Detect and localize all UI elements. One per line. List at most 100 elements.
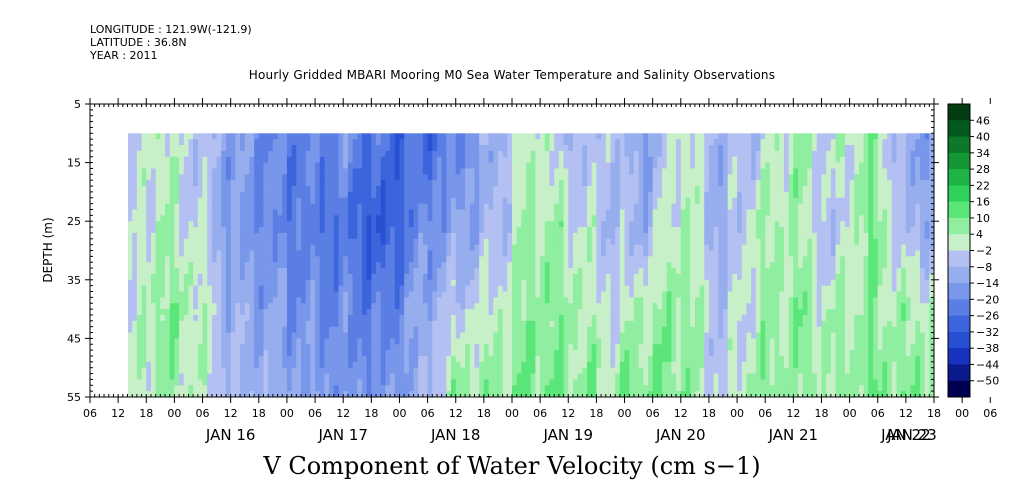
heatmap-cell	[272, 168, 279, 175]
heatmap-cell	[479, 186, 485, 193]
heatmap-cell	[286, 291, 293, 298]
heatmap-cell	[572, 250, 579, 257]
heatmap-cell	[235, 209, 241, 216]
heatmap-cell	[333, 309, 340, 316]
heatmap-cell	[244, 244, 251, 252]
heatmap-cell	[324, 262, 330, 269]
heatmap-cell	[596, 244, 602, 252]
heatmap-cell	[286, 379, 293, 386]
heatmap-cell	[446, 332, 452, 339]
heatmap-cell	[286, 238, 293, 246]
heatmap-cell	[319, 355, 326, 363]
heatmap-cell	[347, 314, 354, 322]
heatmap-cell	[544, 344, 551, 351]
heatmap-cell	[211, 273, 218, 281]
heatmap-cell	[624, 238, 630, 246]
heatmap-cell	[216, 162, 222, 170]
heatmap-cell	[413, 297, 419, 304]
heatmap-cell	[629, 273, 635, 281]
heatmap-cell	[483, 326, 490, 334]
heatmap-cell	[244, 150, 251, 158]
heatmap-cell	[146, 303, 152, 310]
heatmap-cell	[488, 133, 494, 140]
heatmap-cell	[160, 309, 166, 316]
heatmap-cell	[319, 180, 326, 187]
heatmap-cell	[254, 338, 260, 345]
heatmap-cell	[188, 379, 194, 386]
heatmap-cell	[202, 145, 208, 152]
heatmap-cell	[301, 355, 307, 363]
heatmap-cell	[347, 291, 354, 298]
heatmap-cell	[469, 227, 476, 234]
heatmap-cell	[544, 309, 551, 316]
heatmap-cell	[493, 197, 499, 205]
heatmap-cell	[230, 256, 236, 263]
heatmap-cell	[258, 309, 265, 316]
heatmap-cell	[305, 145, 311, 152]
heatmap-cell	[277, 215, 283, 222]
heatmap-cell	[451, 285, 457, 293]
heatmap-cell	[436, 273, 443, 281]
heatmap-cell	[479, 215, 485, 222]
heatmap-cell	[277, 320, 283, 328]
heatmap-cell	[577, 203, 583, 211]
heatmap-cell	[483, 162, 490, 170]
heatmap-cell	[272, 379, 279, 386]
heatmap-cell	[296, 256, 302, 263]
heatmap-cell	[483, 232, 490, 240]
heatmap-cell	[558, 133, 565, 140]
heatmap-cell	[211, 186, 218, 193]
heatmap-cell	[333, 186, 340, 193]
heatmap-cell	[366, 344, 372, 351]
heatmap-cell	[572, 391, 579, 397]
heatmap-cell	[497, 156, 504, 164]
heatmap-cell	[530, 145, 537, 152]
heatmap-cell	[577, 145, 583, 152]
heatmap-cell	[268, 262, 274, 269]
heatmap-cell	[319, 191, 326, 199]
heatmap-cell	[465, 373, 471, 381]
heatmap-cell	[225, 385, 232, 392]
heatmap-cell	[610, 361, 616, 369]
heatmap-cell	[394, 209, 401, 216]
heatmap-cell	[329, 133, 335, 140]
heatmap-cell	[427, 232, 433, 240]
heatmap-cell	[436, 197, 443, 205]
heatmap-cell	[582, 373, 588, 381]
heatmap-cell	[436, 139, 443, 146]
heatmap-cell	[408, 367, 415, 375]
heatmap-cell	[427, 309, 433, 316]
heatmap-cell	[474, 227, 480, 234]
heatmap-cell	[268, 150, 274, 158]
heatmap-cell	[399, 314, 405, 322]
heatmap-cell	[132, 215, 138, 222]
heatmap-cell	[572, 297, 579, 304]
heatmap-cell	[385, 314, 391, 322]
heatmap-cell	[469, 197, 476, 205]
heatmap-cell	[333, 285, 340, 293]
heatmap-cell	[596, 203, 602, 211]
heatmap-cell	[128, 320, 129, 328]
heatmap-cell	[605, 297, 612, 304]
heatmap-cell	[305, 367, 311, 375]
heatmap-cell	[277, 373, 283, 381]
heatmap-cell	[249, 326, 255, 334]
heatmap-cell	[235, 268, 241, 275]
heatmap-cell	[483, 197, 490, 205]
heatmap-cell	[413, 145, 419, 152]
heatmap-cell	[451, 197, 457, 205]
heatmap-cell	[483, 156, 490, 164]
heatmap-cell	[347, 262, 354, 269]
heatmap-cell	[404, 367, 410, 375]
heatmap-cell	[305, 174, 311, 181]
heatmap-cell	[535, 250, 541, 257]
heatmap-cell	[465, 145, 471, 152]
heatmap-cell	[282, 338, 288, 345]
heatmap-cell	[615, 197, 621, 205]
heatmap-cell	[286, 174, 293, 181]
heatmap-cell	[615, 244, 621, 252]
heatmap-cell	[451, 174, 457, 181]
heatmap-cell	[385, 279, 391, 287]
heatmap-cell	[211, 320, 218, 328]
heatmap-cell	[422, 139, 429, 146]
